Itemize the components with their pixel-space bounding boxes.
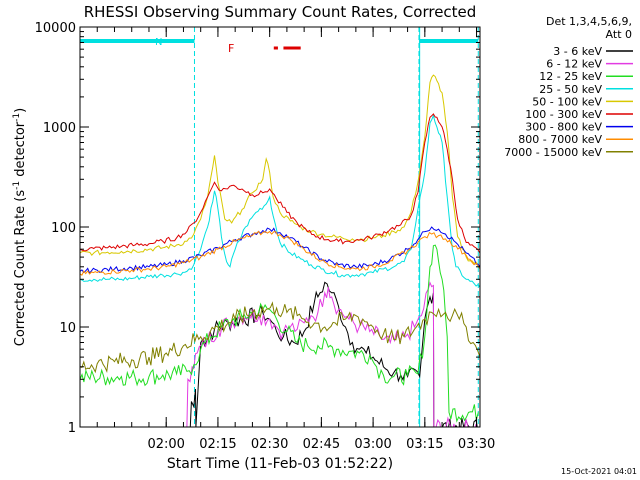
y-tick-label-2: 100 bbox=[51, 221, 76, 236]
legend-label-4: 50 - 100 keV bbox=[532, 95, 602, 108]
legend-label-8: 7000 - 15000 keV bbox=[504, 146, 602, 159]
y-axis-label: Corrected Count Rate (s-1 detector-1) bbox=[12, 108, 28, 346]
x-tick-label-3: 02:45 bbox=[303, 437, 340, 452]
series-line-8 bbox=[80, 301, 480, 374]
legend-label-3: 25 - 50 keV bbox=[539, 83, 602, 96]
y-tick-label-4: 10000 bbox=[35, 21, 76, 36]
x-tick-label-6: 03:30 bbox=[458, 437, 495, 452]
x-tick-label-1: 02:15 bbox=[199, 437, 236, 452]
series-line-4 bbox=[80, 74, 480, 268]
legend-label-1: 6 - 12 keV bbox=[546, 58, 602, 71]
y-tick-label-1: 10 bbox=[59, 321, 76, 336]
y-tick-label-3: 1000 bbox=[43, 121, 76, 136]
x-tick-label-5: 03:15 bbox=[406, 437, 443, 452]
legend-label-5: 100 - 300 keV bbox=[525, 108, 602, 121]
legend-header-detectors: Det 1,3,4,5,6,9, bbox=[546, 15, 632, 28]
legend-label-7: 800 - 7000 keV bbox=[518, 133, 602, 146]
series-line-1 bbox=[186, 281, 480, 427]
series-line-5 bbox=[80, 113, 480, 254]
date-stamp: 15-Oct-2021 04:01 bbox=[561, 467, 637, 476]
x-tick-label-2: 02:30 bbox=[251, 437, 288, 452]
series-line-0 bbox=[189, 281, 480, 427]
x-axis: 02:00 02:15 02:30 02:45 03:00 03:15 03:30 bbox=[96, 27, 495, 452]
y-axis: 1 10 100 1000 10000 bbox=[35, 21, 480, 436]
legend-header-attenuator: Att 0 bbox=[606, 28, 632, 41]
x-tick-label-0: 02:00 bbox=[147, 437, 184, 452]
night-flag-label: N bbox=[155, 37, 162, 48]
series-line-7 bbox=[80, 230, 480, 276]
legend-label-2: 12 - 25 keV bbox=[539, 70, 602, 83]
x-tick-label-4: 03:00 bbox=[354, 437, 391, 452]
y-tick-label-0: 1 bbox=[68, 421, 76, 436]
legend-label-6: 300 - 800 keV bbox=[525, 121, 602, 134]
plot-area bbox=[80, 27, 480, 427]
chart-title: RHESSI Observing Summary Count Rates, Co… bbox=[84, 3, 477, 21]
flare-flag-label: F bbox=[228, 42, 234, 55]
series-line-2 bbox=[80, 244, 479, 423]
x-axis-label: Start Time (11-Feb-03 01:52:22) bbox=[167, 456, 393, 472]
legend-label-0: 3 - 6 keV bbox=[553, 45, 602, 58]
